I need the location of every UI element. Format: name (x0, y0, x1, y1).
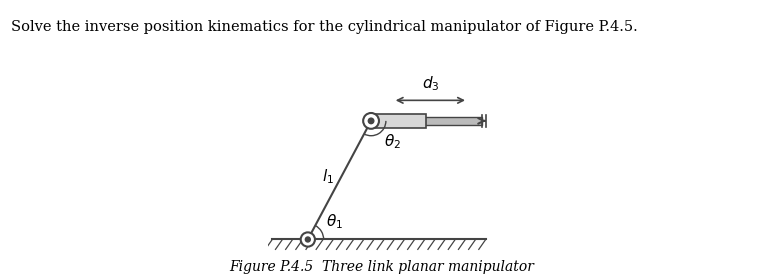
Circle shape (305, 237, 311, 242)
Text: $\theta_2$: $\theta_2$ (384, 132, 401, 151)
Circle shape (301, 232, 315, 247)
Text: Solve the inverse position kinematics for the cylindrical manipulator of Figure : Solve the inverse position kinematics fo… (11, 20, 638, 34)
Text: $l_1$: $l_1$ (322, 167, 333, 186)
Bar (401, 117, 481, 125)
Circle shape (363, 113, 379, 129)
Text: $d_3$: $d_3$ (422, 74, 439, 93)
Bar (371, 114, 427, 128)
Circle shape (369, 118, 374, 124)
Text: $\theta_1$: $\theta_1$ (326, 212, 343, 231)
Text: Figure P.4.5  Three link planar manipulator: Figure P.4.5 Three link planar manipulat… (229, 260, 534, 274)
